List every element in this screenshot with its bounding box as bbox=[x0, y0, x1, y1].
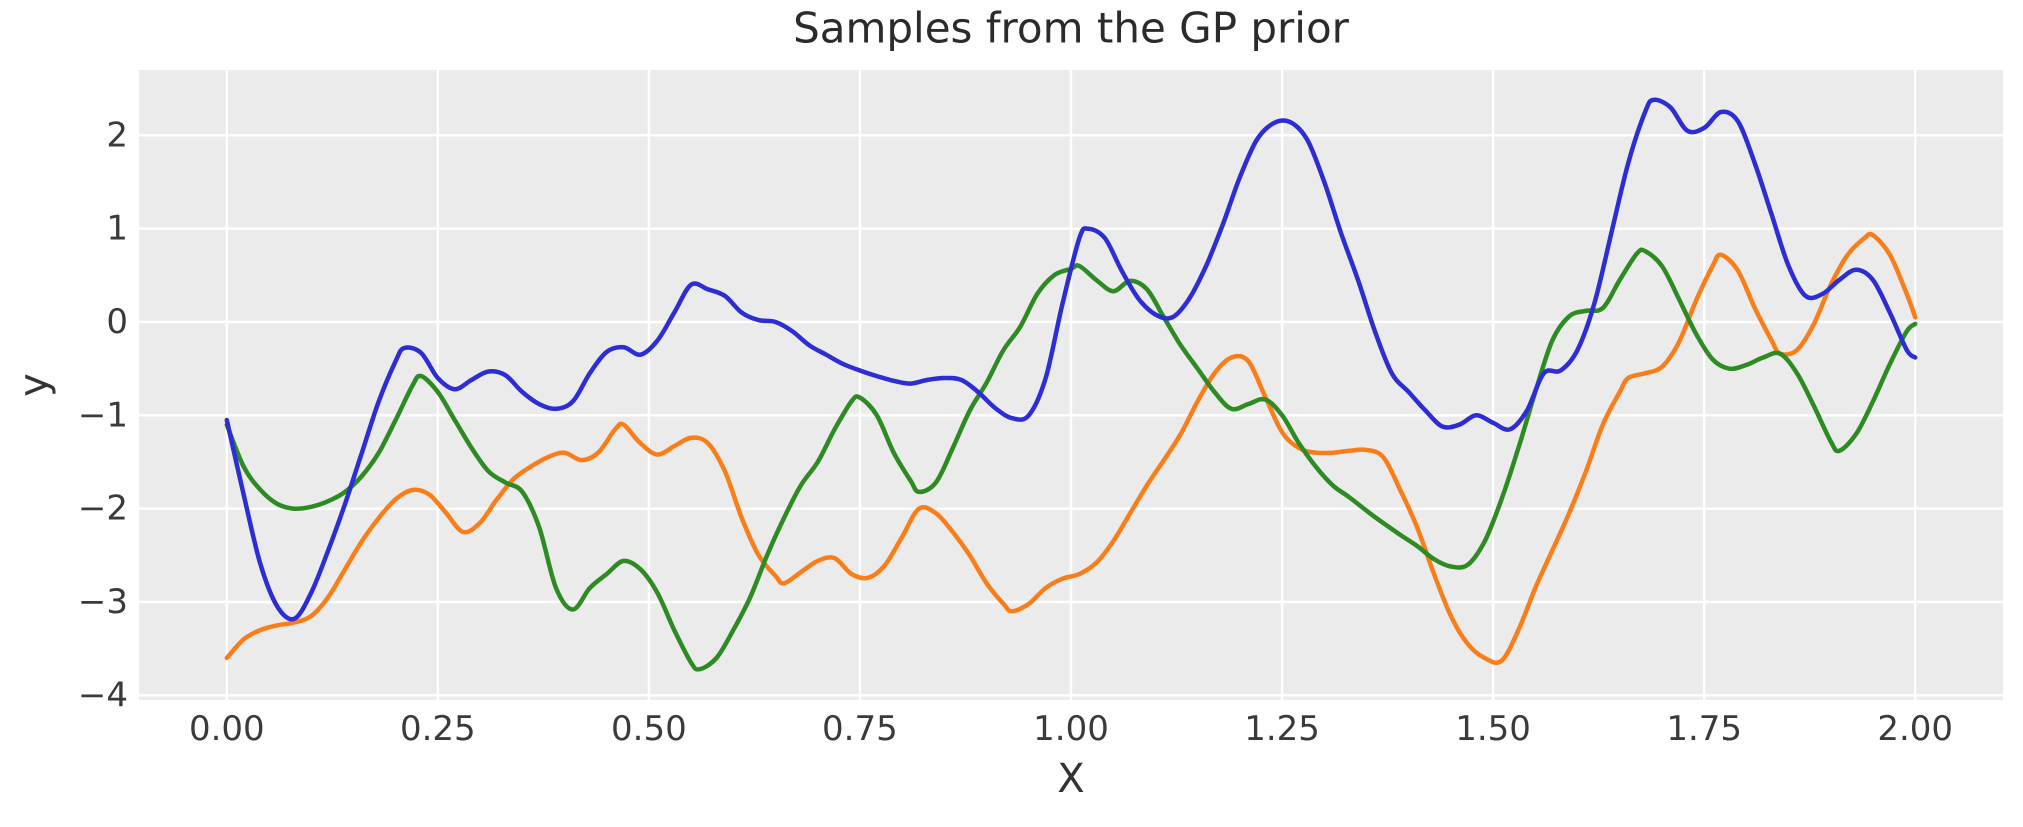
series-lines bbox=[224, 97, 1918, 672]
x-tick-label: 2.00 bbox=[1877, 709, 1953, 749]
y-tick-labels: 2 1 0 −1 −2 −3 −4 bbox=[78, 115, 128, 715]
x-tick-label: 1.25 bbox=[1244, 709, 1320, 749]
gp-sample-3-line bbox=[224, 247, 1918, 672]
y-axis-label: y bbox=[11, 373, 57, 397]
y-tick-label: −2 bbox=[78, 489, 128, 529]
y-tick-label: 0 bbox=[106, 302, 128, 342]
chart-title: Samples from the GP prior bbox=[793, 4, 1350, 53]
x-tick-label: 1.75 bbox=[1666, 709, 1742, 749]
x-tick-label: 0.25 bbox=[400, 709, 476, 749]
y-tick-label: 1 bbox=[106, 209, 128, 249]
x-tick-label: 1.00 bbox=[1033, 709, 1109, 749]
x-tick-label: 0.50 bbox=[611, 709, 687, 749]
y-tick-label: 2 bbox=[106, 115, 128, 155]
x-axis-label: X bbox=[1057, 756, 1084, 802]
x-tick-label: 0.75 bbox=[822, 709, 898, 749]
y-tick-label: −4 bbox=[78, 675, 128, 715]
y-tick-label: −1 bbox=[78, 395, 128, 435]
y-tick-label: −3 bbox=[78, 582, 128, 622]
x-tick-label: 1.50 bbox=[1455, 709, 1531, 749]
gp-sample-1-line bbox=[224, 97, 1918, 622]
gp-sample-2-line bbox=[224, 231, 1918, 665]
x-tick-label: 0.00 bbox=[189, 709, 265, 749]
gridlines bbox=[139, 70, 2003, 700]
x-tick-labels: 0.00 0.25 0.50 0.75 1.00 1.25 1.50 1.75 2.00 bbox=[189, 709, 1953, 749]
